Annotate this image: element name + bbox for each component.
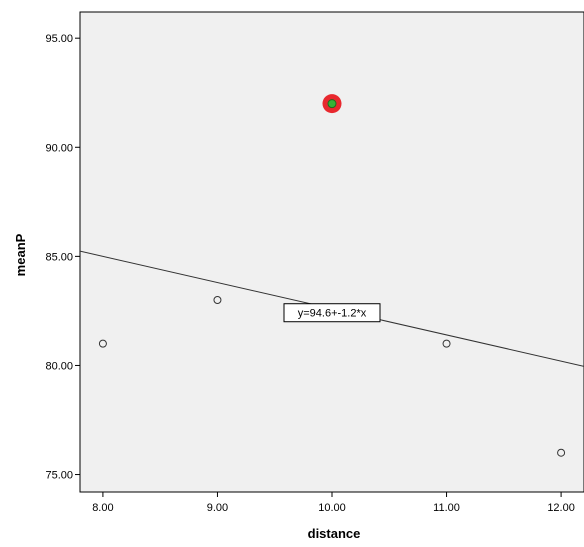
x-tick-label: 11.00 (433, 502, 460, 514)
data-point-highlighted (327, 99, 337, 109)
data-point (442, 339, 451, 348)
fit-label-box (283, 303, 381, 323)
y-tick-label: 75.00 (45, 470, 73, 482)
data-point (557, 448, 566, 457)
x-axis-title: distance (308, 526, 361, 541)
y-tick-label: 80.00 (45, 360, 73, 372)
fit-label-layer: y=94.6+-1.2*x (283, 303, 381, 323)
y-axis: 75.00 80.00 85.00 90.00 95.00 (45, 33, 80, 482)
plot-area (79, 11, 584, 493)
x-axis: 8.00 9.00 10.00 11.00 12.00 (92, 492, 575, 514)
data-point (98, 339, 107, 348)
points-layer (98, 94, 566, 457)
x-tick-label: 10.00 (318, 502, 346, 514)
y-tick-label: 95.00 (45, 33, 73, 45)
y-tick-label: 90.00 (45, 142, 73, 154)
y-tick-label: 85.00 (45, 251, 73, 263)
x-tick-label: 12.00 (547, 502, 575, 514)
x-tick-label: 8.00 (92, 502, 113, 514)
data-point (213, 296, 222, 304)
y-axis-title: meanP (13, 233, 28, 276)
x-tick-label: 9.00 (207, 502, 228, 514)
fit-equation-label: y=94.6+-1.2*x (298, 308, 367, 320)
